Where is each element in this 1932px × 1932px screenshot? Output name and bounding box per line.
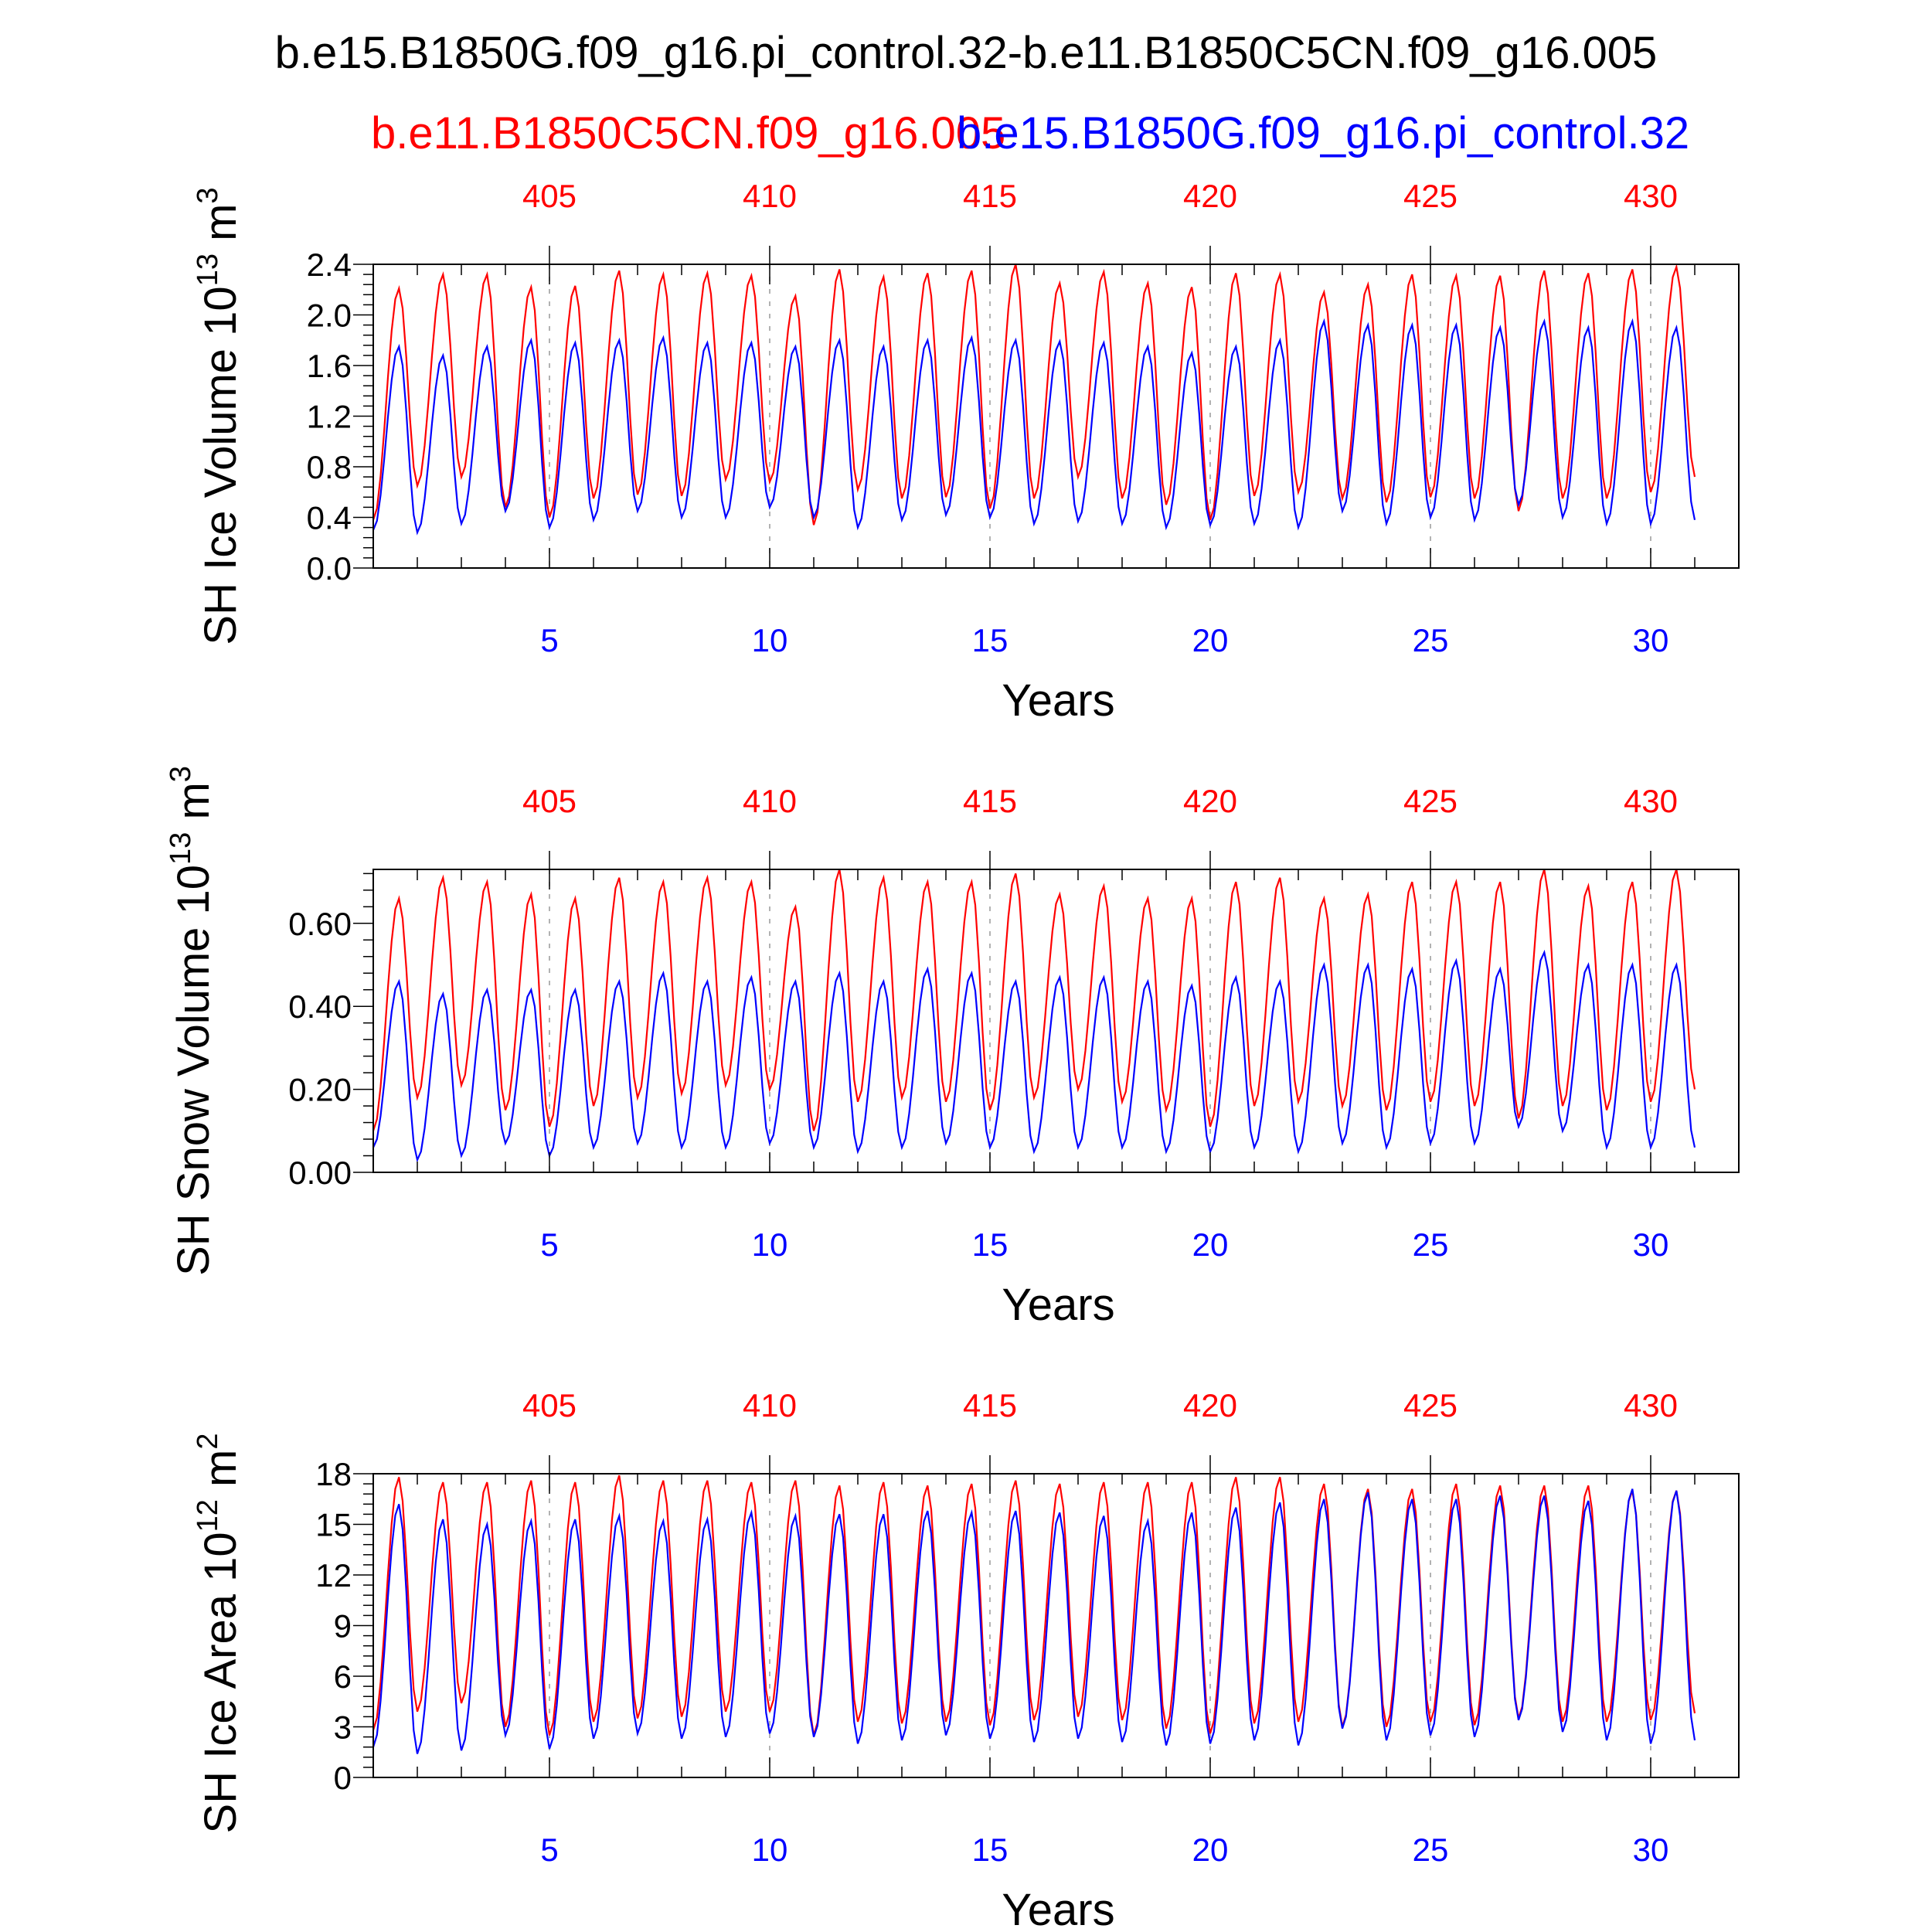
- x-tick-label-top: 410: [743, 783, 797, 819]
- plot-frame: [372, 869, 1740, 1173]
- y-tick-label: 0.20: [288, 1072, 352, 1108]
- chart-panel-3: 5 405 10 410 15 415 20 420 25 425 30 430 Years 0 3 6 9 12…: [192, 1387, 1740, 1932]
- y-tick-label: 1.2: [307, 399, 352, 435]
- x-tick-label-top: 425: [1403, 178, 1458, 214]
- y-tick-label: 2.0: [307, 298, 352, 334]
- x-tick-label-top: 430: [1624, 783, 1678, 819]
- x-tick-label-bottom: 30: [1633, 1832, 1669, 1868]
- panels: 54051041015415204202542530430Years0.00.4…: [165, 178, 1740, 1932]
- plot-frame: [372, 264, 1740, 569]
- x-tick-label-top: 415: [963, 783, 1017, 819]
- x-tick-label-top: 410: [743, 1387, 797, 1423]
- y-tick-label: 0.60: [288, 906, 352, 942]
- y-tick-label: 0.00: [288, 1155, 352, 1191]
- x-tick-label-top: 430: [1624, 178, 1678, 214]
- x-tick-label-top: 415: [963, 178, 1017, 214]
- x-tick-label-bottom: 30: [1633, 622, 1669, 658]
- y-tick-label: 1.6: [307, 348, 352, 384]
- plot-frame: [372, 1473, 1740, 1778]
- x-tick-label-bottom: 25: [1413, 1226, 1449, 1263]
- series-line-red: [372, 263, 1696, 526]
- x-axis-label: Years: [1002, 1885, 1114, 1932]
- y-tick-label: 0.8: [307, 449, 352, 485]
- series-line-blue: [372, 949, 1696, 1163]
- y-axis-label: SH Ice Volume 1013 m3: [192, 187, 246, 645]
- legend-blue-label: b.e15.B1850G.f09_g16.pi_control.32: [957, 108, 1689, 158]
- y-tick-label: 0.0: [307, 550, 352, 587]
- series-line-red: [372, 869, 1696, 1131]
- y-tick-label: 12: [315, 1557, 352, 1594]
- x-tick-label-top: 425: [1403, 1387, 1458, 1423]
- x-tick-label-bottom: 20: [1192, 622, 1229, 658]
- x-tick-label-bottom: 10: [752, 1832, 788, 1868]
- figure-title: b.e15.B1850G.f09_g16.pi_control.32-b.e11…: [275, 28, 1658, 78]
- y-tick-label: 2.4: [307, 247, 352, 283]
- series-line-red: [372, 1475, 1696, 1736]
- legend-red-label: b.e11.B1850C5CN.f09_g16.005: [371, 108, 1005, 158]
- x-tick-label-top: 430: [1624, 1387, 1678, 1423]
- x-tick-label-bottom: 10: [752, 622, 788, 658]
- y-tick-label: 15: [315, 1507, 352, 1543]
- x-tick-label-top: 420: [1183, 783, 1237, 819]
- y-tick-label: 0.4: [307, 500, 352, 536]
- x-axis-label: Years: [1002, 1280, 1114, 1330]
- y-axis-label: SH Ice Area 1012 m2: [192, 1434, 246, 1834]
- x-tick-label-bottom: 20: [1192, 1226, 1229, 1263]
- y-tick-label: 18: [315, 1456, 352, 1492]
- x-tick-label-bottom: 20: [1192, 1832, 1229, 1868]
- x-tick-label-bottom: 15: [972, 1832, 1009, 1868]
- x-tick-label-top: 415: [963, 1387, 1017, 1423]
- x-tick-label-bottom: 15: [972, 1226, 1009, 1263]
- x-tick-label-bottom: 30: [1633, 1226, 1669, 1263]
- x-tick-label-top: 420: [1183, 1387, 1237, 1423]
- x-tick-label-bottom: 10: [752, 1226, 788, 1263]
- chart-panel-2: 5 405 10 410 15 415 20 420 25 425 30 430 Years 0.00 0.…: [165, 766, 1740, 1330]
- x-tick-label-top: 405: [522, 178, 577, 214]
- x-tick-label-bottom: 5: [540, 1832, 558, 1868]
- x-tick-label-bottom: 25: [1413, 622, 1449, 658]
- y-tick-label: 3: [334, 1709, 352, 1746]
- x-tick-label-top: 425: [1403, 783, 1458, 819]
- x-tick-label-bottom: 25: [1413, 1832, 1449, 1868]
- x-axis-label: Years: [1002, 675, 1114, 726]
- x-tick-label-top: 410: [743, 178, 797, 214]
- y-tick-label: 0.40: [288, 988, 352, 1025]
- series-line-blue: [372, 318, 1696, 536]
- x-tick-label-bottom: 15: [972, 622, 1009, 658]
- y-tick-label: 6: [334, 1658, 352, 1695]
- x-tick-label-bottom: 5: [540, 622, 558, 658]
- x-tick-label-top: 420: [1183, 178, 1237, 214]
- y-tick-label: 9: [334, 1608, 352, 1645]
- y-tick-label: 0: [334, 1760, 352, 1796]
- x-tick-label-top: 405: [522, 1387, 577, 1423]
- chart-panel-1: 5 405 10 410 15 415 20 420 25 425 30 430 Years 0.0 0.4…: [192, 178, 1740, 726]
- x-tick-label-top: 405: [522, 783, 577, 819]
- x-tick-label-bottom: 5: [540, 1226, 558, 1263]
- series-line-blue: [372, 1488, 1696, 1754]
- y-axis-label: SH Snow Volume 1013 m3: [165, 766, 219, 1276]
